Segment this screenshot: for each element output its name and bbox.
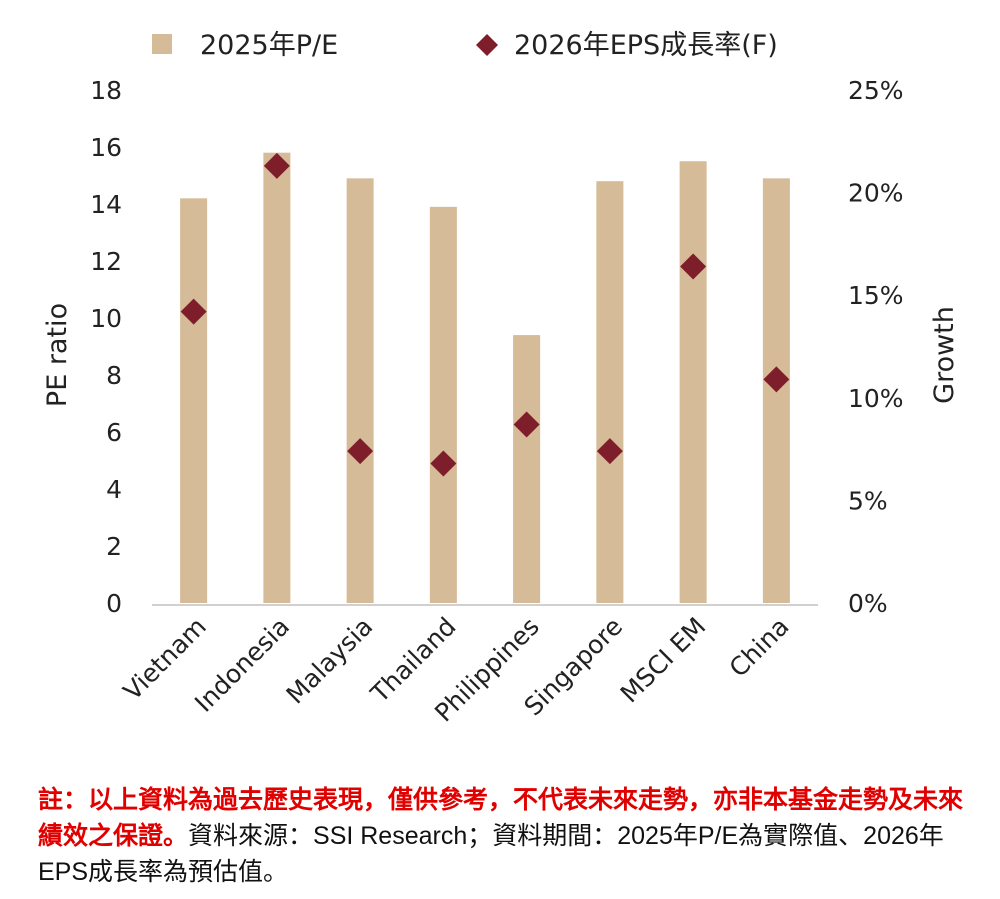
point-indonesia: [263, 152, 290, 179]
legend-point-label: 2026年EPS成長率(F): [514, 30, 778, 61]
y-tick-label: 14: [90, 190, 122, 219]
bar-malaysia: [346, 178, 374, 603]
y-tick-label: 8: [106, 361, 122, 390]
x-tick-label: Malaysia: [281, 612, 379, 710]
y2-tick-label: 20%: [848, 179, 904, 208]
bar-thailand: [429, 206, 457, 603]
y-tick-label: 0: [106, 589, 122, 618]
bar-indonesia: [263, 152, 291, 603]
point-msci-em: [680, 253, 707, 280]
y-tick-label: 10: [90, 304, 122, 333]
y2-tick-label: 15%: [848, 281, 904, 310]
point-philippines: [513, 411, 540, 438]
bar-msci-em: [679, 161, 707, 603]
y-tick-label: 2: [106, 532, 122, 561]
legend-diamond-icon: [476, 34, 498, 56]
y2-tick-label: 25%: [848, 76, 904, 105]
source-text: 資料來源：SSI Research；資料期間：2025年P/E為實際值、2026…: [38, 822, 944, 886]
point-vietnam: [180, 298, 207, 325]
y2-tick-label: 0%: [848, 589, 888, 618]
legend-bar-label: 2025年P/E: [200, 30, 338, 61]
disclaimer-text: 註：以上資料為過去歷史表現，僅供參考，不代表未來走勢，亦非本基金走勢及未來績效之…: [38, 786, 964, 850]
point-china: [763, 366, 790, 393]
point-singapore: [596, 438, 623, 465]
bar-singapore: [596, 181, 624, 603]
bar-philippines: [513, 335, 541, 603]
y2-axis-title: Growth: [929, 306, 960, 404]
footnote: 註：以上資料為過去歷史表現，僅供參考，不代表未來走勢，亦非本基金走勢及未來績效之…: [38, 782, 968, 890]
y-tick-label: 16: [90, 133, 122, 162]
x-tick-label: China: [724, 612, 795, 683]
legend-bar-swatch: [152, 34, 172, 54]
y-tick-label: 18: [90, 76, 122, 105]
y-tick-label: 4: [106, 475, 122, 504]
y-tick-label: 12: [90, 247, 122, 276]
bar-vietnam: [180, 198, 208, 604]
y-tick-label: 6: [106, 418, 122, 447]
pe-growth-chart: 0 2 4 6 8 10 12 14 16 18 0% 5% 10% 15% 20% 25% PE ratio G…: [42, 30, 960, 727]
point-thailand: [430, 450, 457, 477]
y2-tick-label: 10%: [848, 384, 904, 413]
x-tick-label: MSCI EM: [615, 612, 712, 709]
y2-tick-label: 5%: [848, 486, 888, 515]
y-axis-title: PE ratio: [42, 303, 73, 407]
point-malaysia: [347, 438, 374, 465]
